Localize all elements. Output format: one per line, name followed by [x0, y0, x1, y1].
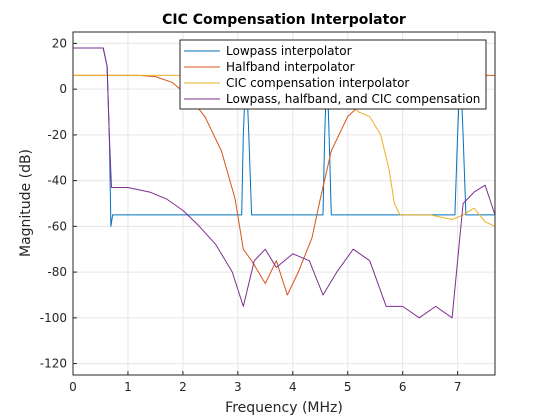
x-tick-label: 6 [399, 380, 407, 394]
legend-label-cic: CIC compensation interpolator [226, 76, 409, 90]
legend: Lowpass interpolator Halfband interpolat… [179, 39, 487, 110]
x-tick-label: 5 [344, 380, 352, 394]
legend-label-lowpass: Lowpass interpolator [226, 44, 352, 58]
y-tick-label: -60 [47, 219, 67, 233]
plot-frame [72, 31, 496, 376]
x-axis-label: Frequency (MHz) [225, 400, 343, 416]
series-line-combined [73, 47, 495, 319]
legend-label-halfband: Halfband interpolator [226, 60, 355, 74]
x-tick-label: 4 [289, 380, 297, 394]
y-tick-label: -40 [47, 174, 67, 188]
y-tick-label: -20 [47, 128, 67, 142]
ticks: 0 1 2 3 4 5 6 7 20 0 -20 -40 -60 -80 -100 -120 [40, 36, 462, 394]
legend-box [179, 39, 487, 110]
y-tick-label: -120 [40, 357, 67, 371]
x-tick-label: 2 [179, 380, 187, 394]
x-tick-label: 1 [124, 380, 132, 394]
y-tick-label: -100 [40, 311, 67, 325]
x-tick-label: 0 [69, 380, 77, 394]
y-tick-label: 20 [52, 36, 67, 50]
y-tick-label: -80 [47, 265, 67, 279]
series-line-lowpass [73, 47, 495, 227]
x-tick-label: 7 [454, 380, 462, 394]
y-tick-label: 0 [59, 82, 67, 96]
x-tick-label: 3 [234, 380, 242, 394]
legend-label-combined: Lowpass, halfband, and CIC compensation [226, 92, 480, 106]
chart-title: CIC Compensation Interpolator [162, 12, 406, 28]
y-axis-label: Magnitude (dB) [18, 149, 34, 257]
